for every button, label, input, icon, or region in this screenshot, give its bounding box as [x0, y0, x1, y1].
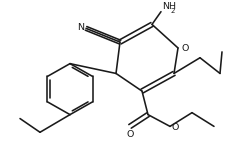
Text: NH: NH	[162, 2, 176, 11]
Text: O: O	[172, 123, 179, 132]
Text: O: O	[181, 44, 188, 53]
Text: N: N	[77, 23, 84, 32]
Text: 2: 2	[170, 8, 175, 14]
Text: O: O	[126, 130, 134, 139]
